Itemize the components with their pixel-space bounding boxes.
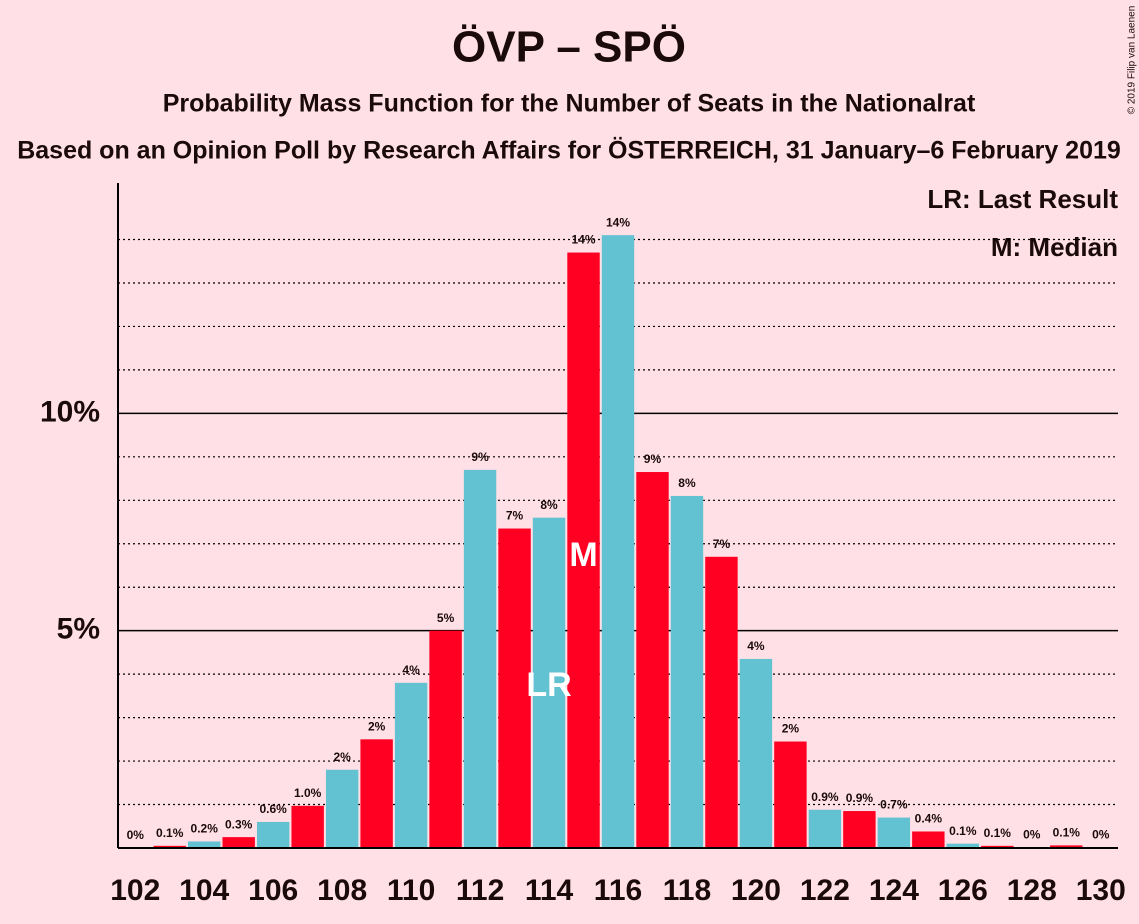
bar (429, 630, 462, 848)
data-label: 0.9% (846, 791, 874, 805)
data-label: 2% (368, 720, 386, 734)
data-label: 8% (678, 476, 696, 490)
copyright: © 2019 Filip van Laenen (1127, 6, 1138, 115)
subtitle: Based on an Opinion Poll by Research Aff… (17, 136, 1121, 165)
bar (912, 831, 945, 848)
x-tick-label: 120 (731, 874, 781, 907)
bar (981, 845, 1014, 848)
data-label: 0.3% (225, 817, 253, 831)
x-tick-label: 122 (800, 874, 850, 907)
annotation: M (569, 536, 597, 574)
bar (670, 495, 704, 848)
data-label: 0% (1092, 828, 1110, 842)
bar (636, 472, 669, 848)
legend-entry: M: Median (991, 232, 1118, 262)
data-label: 7% (506, 509, 524, 523)
bar (256, 821, 290, 848)
bar (1050, 845, 1083, 848)
data-label: 0% (127, 828, 145, 842)
bar (808, 809, 842, 848)
data-label: 0.9% (811, 790, 839, 804)
bar (360, 739, 393, 848)
data-label: 9% (471, 450, 489, 464)
bar (843, 811, 876, 848)
data-label: 0.1% (984, 826, 1012, 840)
x-tick-label: 124 (869, 874, 919, 907)
subtitle: Probability Mass Function for the Number… (163, 90, 976, 118)
data-label: 0.4% (915, 812, 943, 826)
x-tick-label: 126 (938, 874, 988, 907)
bar (601, 235, 635, 848)
bar (739, 658, 773, 848)
annotation: LR (526, 666, 571, 704)
bar (153, 845, 186, 848)
data-label: 1.0% (294, 786, 322, 800)
x-tick-label: 114 (525, 874, 574, 907)
data-label: 7% (713, 537, 731, 551)
y-tick-label: 5% (57, 613, 100, 646)
bar (463, 469, 497, 848)
bar (188, 841, 221, 848)
data-label: 9% (644, 452, 662, 466)
bar (705, 556, 738, 848)
bar (325, 769, 359, 848)
data-label: 0.1% (949, 824, 977, 838)
bar (567, 252, 600, 848)
x-tick-label: 112 (456, 874, 504, 907)
data-label: 0.2% (191, 822, 219, 836)
x-tick-label: 128 (1007, 874, 1057, 907)
data-label: 0.1% (1053, 826, 1081, 840)
data-label: 2% (782, 722, 800, 736)
x-tick-label: 102 (110, 874, 160, 907)
bar (291, 805, 324, 848)
bar (394, 682, 428, 848)
x-tick-label: 110 (387, 874, 435, 907)
bar (532, 517, 566, 848)
data-label: 2% (333, 750, 351, 764)
data-label: 8% (540, 498, 558, 512)
x-tick-label: 130 (1076, 874, 1126, 907)
bar (222, 837, 255, 848)
legend-entry: LR: Last Result (927, 184, 1118, 214)
x-tick-label: 104 (179, 874, 229, 907)
data-label: 5% (437, 611, 455, 625)
data-label: 14% (572, 233, 596, 247)
chart-title: ÖVP – SPÖ (452, 23, 686, 72)
bar (877, 817, 911, 848)
x-tick-label: 106 (248, 874, 298, 907)
data-label: 0% (1023, 827, 1041, 841)
data-label: 0.1% (156, 826, 184, 840)
data-label: 4% (402, 663, 420, 677)
y-tick-label: 10% (40, 395, 100, 428)
data-label: 0.6% (259, 802, 287, 816)
bar (946, 843, 980, 848)
data-label: 4% (747, 639, 765, 653)
bar (774, 741, 807, 848)
data-label: 14% (606, 215, 630, 229)
x-tick-label: 116 (594, 874, 642, 907)
bar (498, 528, 531, 848)
x-tick-label: 108 (317, 874, 367, 907)
x-tick-label: 118 (663, 874, 711, 907)
data-label: 0.7% (880, 798, 908, 812)
